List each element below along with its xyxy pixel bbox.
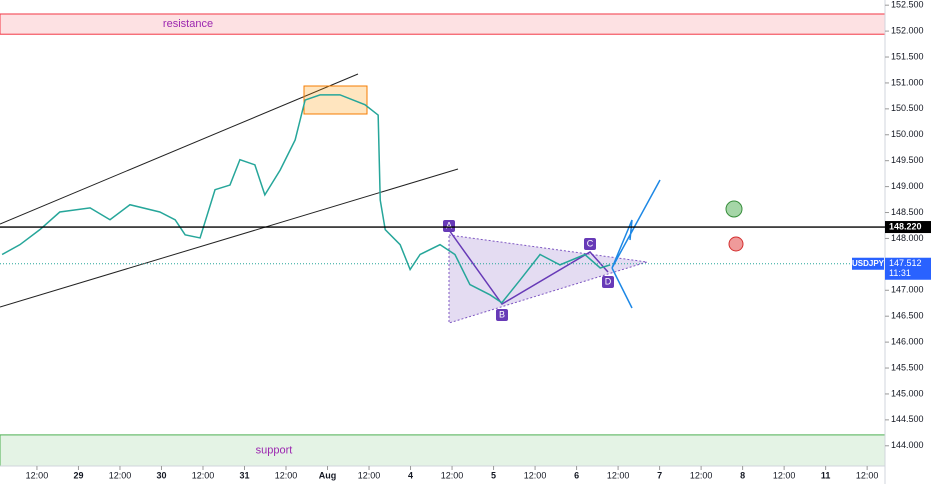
y-tick-label: 147.000	[891, 285, 924, 295]
x-tick-label: 12:00	[26, 470, 49, 480]
stop-marker	[728, 236, 744, 252]
point-badge	[496, 309, 508, 321]
x-tick-label: 7	[657, 470, 662, 480]
x-tick-label: 30	[156, 470, 166, 480]
point-label: C	[587, 238, 594, 248]
zone-label: resistance	[163, 18, 213, 30]
x-tick-label: 4	[408, 470, 413, 480]
x-tick-label: 12:00	[109, 470, 132, 480]
y-tick-label: 150.000	[891, 129, 924, 139]
point-label: B	[499, 309, 505, 319]
price-badge-label: 148.220	[889, 221, 922, 231]
x-tick-label: 12:00	[607, 470, 630, 480]
point-badge	[602, 276, 614, 288]
x-tick-label: 8	[740, 470, 745, 480]
point-badge	[443, 220, 455, 232]
last-price-label: 147.512	[889, 258, 922, 268]
point-badge	[584, 238, 596, 250]
x-tick-label: 12:00	[524, 470, 547, 480]
y-tick-label: 150.500	[891, 103, 924, 113]
consolidation-box	[303, 85, 368, 115]
x-tick-label: 12:00	[192, 470, 215, 480]
y-tick-label: 145.000	[891, 388, 924, 398]
y-tick-label: 149.500	[891, 155, 924, 165]
abcd-pattern	[448, 229, 609, 305]
x-tick-label: 12:00	[441, 470, 464, 480]
x-tick-label: 29	[73, 470, 83, 480]
x-tick-label: 12:00	[856, 470, 879, 480]
channel-line	[0, 73, 359, 225]
y-tick-label: 144.500	[891, 414, 924, 424]
drawings: A B C D	[0, 73, 744, 324]
zone-label: support	[256, 444, 293, 456]
x-tick-label: 11	[821, 470, 831, 480]
x-tick-label: 12:00	[690, 470, 713, 480]
y-tick-label: 149.000	[891, 181, 924, 191]
last-price-time: 11:31	[889, 268, 911, 278]
x-tick-label: 12:00	[773, 470, 796, 480]
x-tick-label: 6	[574, 470, 579, 480]
y-tick-label: 146.000	[891, 336, 924, 346]
y-tick-label: 152.500	[891, 0, 924, 10]
x-tick-label: 12:00	[275, 470, 298, 480]
y-tick-label: 148.000	[891, 233, 924, 243]
x-tick-label: 5	[491, 470, 496, 480]
support-zone	[0, 434, 886, 467]
y-tick-label: 144.000	[891, 440, 924, 450]
target-marker	[725, 200, 743, 218]
price-line	[1, 94, 611, 304]
symbol-badge	[852, 257, 884, 270]
x-tick-label: Aug	[319, 470, 337, 480]
resistance-zone	[0, 13, 886, 35]
point-label: D	[605, 276, 612, 286]
y-tick-label: 146.500	[891, 311, 924, 321]
point-label: A	[446, 220, 452, 230]
y-tick-label: 152.000	[891, 25, 924, 35]
channel-line	[0, 168, 459, 308]
y-tick-label: 151.500	[891, 51, 924, 61]
symbol-label: USDJPY	[852, 259, 885, 268]
y-tick-label: 151.000	[891, 77, 924, 87]
y-tick-label: 145.500	[891, 362, 924, 372]
y-tick-label: 148.500	[891, 207, 924, 217]
projection-arrows	[611, 179, 661, 309]
pattern-labels: A B C D	[443, 220, 614, 321]
x-tick-label: 12:00	[358, 470, 381, 480]
last-price-badge	[885, 257, 931, 280]
price-badge	[885, 221, 931, 234]
x-tick-label: 31	[239, 470, 249, 480]
